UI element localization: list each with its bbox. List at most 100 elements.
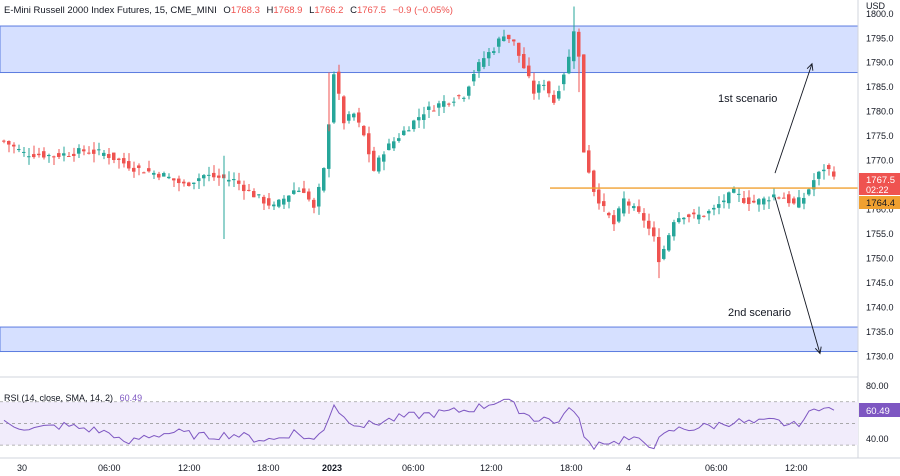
candle-body	[687, 214, 691, 218]
candle-body	[822, 169, 826, 172]
candle-body	[767, 200, 771, 202]
candle-body	[2, 140, 6, 142]
candle-body	[702, 215, 706, 217]
scenario-2-arrow	[774, 196, 822, 355]
candle-body	[427, 106, 431, 110]
candle-body	[762, 198, 766, 205]
candle-body	[217, 175, 221, 178]
candle-body	[207, 174, 211, 176]
candle-body	[357, 112, 361, 123]
candle-body	[102, 152, 106, 156]
candle-body	[392, 141, 396, 149]
candle-body	[562, 74, 566, 85]
candle-body	[712, 207, 716, 210]
candle-body	[132, 167, 136, 172]
candle-body	[607, 212, 611, 216]
candle-body	[92, 149, 96, 154]
last-price-value: 1767.5	[866, 175, 895, 186]
zone-2[interactable]	[0, 326, 859, 353]
candle-body	[197, 178, 201, 182]
candle-body	[647, 220, 651, 229]
candle-body	[642, 213, 646, 221]
candle-body	[407, 130, 411, 132]
change-value: −0.9 (−0.05%)	[393, 5, 453, 16]
candle-body	[732, 188, 736, 193]
zone-1[interactable]	[0, 25, 859, 74]
candle-body	[517, 42, 521, 56]
candle-body	[287, 195, 291, 202]
candle-body	[292, 190, 296, 194]
time-tick: 06:00	[705, 463, 728, 473]
candle-body	[77, 148, 81, 154]
candle-body	[12, 144, 16, 147]
candle-body	[192, 182, 196, 185]
scenario-arrows	[774, 62, 822, 355]
candle-body	[182, 181, 186, 184]
price-axis[interactable]: 1800.0 1795.0 1790.0 1785.0 1780.0 1775.0 1770…	[866, 9, 894, 362]
candle-body	[352, 113, 356, 118]
candle-body	[347, 114, 351, 121]
candle-body	[372, 150, 376, 171]
candle-body	[827, 165, 831, 170]
candle-body	[117, 158, 121, 160]
candle-body	[37, 153, 41, 156]
price-tick: 1775.0	[866, 131, 894, 141]
countdown-value: 02:22	[866, 185, 889, 195]
candle-body	[152, 172, 156, 175]
candle-body	[742, 198, 746, 203]
time-tick: 18:00	[257, 463, 280, 473]
candle-body	[97, 149, 101, 151]
time-tick: 06:00	[98, 463, 121, 473]
candle-body	[322, 168, 326, 191]
time-axis[interactable]: 30 06:00 12:00 18:00 2023 06:00 12:00 18:00 4 06:…	[17, 463, 808, 473]
candle-body	[232, 179, 236, 181]
time-tick: 06:00	[402, 463, 425, 473]
candle-body	[467, 86, 471, 96]
candle-body	[622, 198, 626, 214]
candle-body	[727, 192, 731, 204]
price-tick: 1740.0	[866, 302, 894, 312]
time-tick: 18:00	[560, 463, 583, 473]
high-label: H	[267, 5, 274, 16]
candle-body	[487, 52, 491, 59]
candle-body	[557, 91, 561, 99]
candle-body	[17, 148, 21, 151]
last-price-tag: 1767.5 02:22	[859, 173, 900, 195]
candle-body	[42, 151, 46, 158]
candle-body	[272, 204, 276, 207]
candle-body	[757, 199, 761, 205]
candle-body	[682, 217, 686, 220]
candle-body	[437, 103, 441, 108]
candle-body	[812, 180, 816, 190]
rsi-title: RSI (14, close, SMA, 14, 2)	[4, 393, 113, 403]
candle-body	[72, 153, 76, 157]
rsi-line	[3, 398, 835, 451]
candle-body	[447, 103, 451, 105]
time-tick: 12:00	[480, 463, 503, 473]
rsi-pane[interactable]	[0, 398, 858, 451]
candle-body	[592, 170, 596, 192]
candle-body	[122, 158, 126, 164]
candle-body	[137, 165, 141, 168]
candle-body	[127, 161, 131, 169]
candle-body	[632, 206, 636, 209]
candle-body	[567, 56, 571, 74]
candle-body	[327, 124, 331, 169]
level-price-tag: 1764.4	[859, 196, 900, 209]
candle-body	[297, 190, 301, 192]
candle-body	[692, 212, 696, 215]
candle-body	[227, 179, 231, 182]
candle-body	[612, 215, 616, 225]
candle-body	[697, 214, 701, 220]
candle-body	[172, 178, 176, 181]
open-label: O	[223, 5, 230, 16]
candle-body	[672, 222, 676, 237]
chart-header: E-Mini Russell 2000 Index Futures, 15, C…	[4, 5, 453, 16]
close-value: 1767.5	[357, 5, 386, 16]
high-value: 1768.9	[273, 5, 302, 16]
candle-body	[502, 36, 506, 42]
candle-body	[417, 117, 421, 121]
candle-body	[492, 51, 496, 53]
candle-body	[187, 182, 191, 186]
candle-body	[162, 173, 166, 177]
